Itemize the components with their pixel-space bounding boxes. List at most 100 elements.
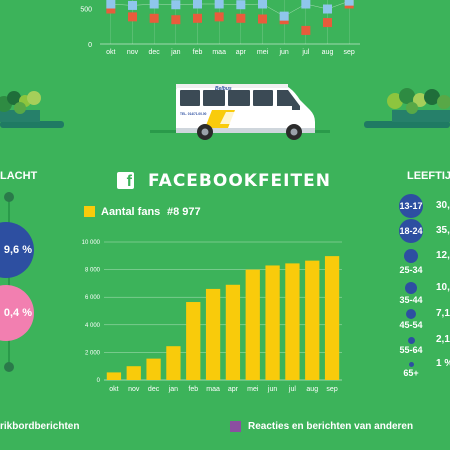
legend-swatch — [84, 206, 95, 217]
top-x-tick-label: jan — [170, 49, 180, 56]
y-tick-label: 8 000 — [85, 268, 101, 274]
legend-label: Aantal fans — [101, 206, 161, 218]
age-label: 18-24 — [399, 226, 423, 236]
x-tick-label: maa — [206, 386, 220, 393]
top-point-0-mei — [258, 14, 267, 24]
bar-dec — [146, 358, 161, 380]
x-tick-label: jan — [168, 386, 178, 393]
top-x-tick-label: jun — [278, 49, 288, 56]
age-label: 55-64 — [399, 345, 423, 355]
bar-mei — [245, 269, 260, 380]
top-point-1-nov — [128, 0, 137, 10]
bar-feb — [186, 302, 201, 380]
top-x-tick-label: mei — [257, 49, 269, 56]
left-circle-2-label: 0,4 % — [3, 307, 32, 319]
top-series-line — [110, 0, 350, 17]
scenery: Belbus TEL. 014/71.00.00 — [0, 84, 450, 140]
top-point-1-maa — [214, 0, 224, 9]
y-tick-label: 0 — [97, 378, 101, 384]
bar-okt — [106, 372, 122, 380]
age-value: 12, — [436, 250, 450, 261]
top-point-1-aug — [323, 4, 332, 14]
top-x-tick-label: dec — [149, 49, 161, 56]
top-point-0-jan — [171, 15, 181, 25]
legend-value: #8 977 — [167, 206, 201, 218]
left-circle-1-label: 9,6 % — [3, 244, 32, 256]
top-y-tick-0: 0 — [88, 42, 92, 49]
top-x-tick-label: apr — [236, 49, 247, 56]
bar-jun — [265, 265, 280, 380]
age-panel-title: LEEFTIJD — [407, 170, 450, 182]
age-dot-35-44 — [405, 282, 417, 294]
top-point-1-jul — [301, 0, 311, 9]
age-label: 25-34 — [399, 265, 423, 275]
bar-nov — [126, 366, 141, 380]
left-panel-title: LACHT — [0, 170, 38, 182]
x-tick-label: nov — [128, 386, 140, 393]
age-dot-55-64 — [407, 336, 415, 344]
top-x-tick-label: nov — [127, 49, 139, 56]
top-x-tick-label: feb — [193, 49, 203, 56]
age-value: 1 % — [436, 358, 450, 369]
top-x-tick-label: sep — [344, 49, 355, 56]
top-point-0-feb — [193, 13, 202, 23]
x-tick-label: aug — [306, 386, 318, 393]
top-point-0-maa — [214, 12, 224, 22]
tree-cluster-left — [0, 91, 64, 128]
footer-right-label: Reacties en berichten van anderen — [248, 421, 414, 432]
x-tick-label: sep — [326, 386, 337, 393]
age-value: 7,1 — [436, 308, 450, 319]
page-title: FACEBOOKFEITEN — [148, 171, 331, 191]
age-dot-65+ — [408, 361, 414, 367]
x-tick-label: okt — [109, 386, 118, 393]
y-tick-label: 2 000 — [85, 350, 101, 356]
top-x-tick-label: aug — [322, 49, 334, 56]
belbus-van: Belbus TEL. 014/71.00.00 — [176, 84, 315, 140]
x-tick-label: mei — [247, 386, 259, 393]
left-panel-dot-bottom — [4, 362, 14, 372]
top-point-0-okt — [106, 4, 116, 14]
age-label: 45-54 — [399, 320, 423, 330]
age-label: 65+ — [403, 368, 419, 378]
top-point-0-jul — [301, 25, 311, 35]
top-point-1-jan — [171, 0, 181, 10]
top-point-0-dec — [149, 13, 159, 23]
age-value: 30, — [436, 200, 450, 211]
top-point-1-jun — [279, 11, 289, 21]
facebook-icon: f — [117, 172, 134, 190]
top-point-1-sep — [344, 0, 354, 6]
age-value: 2,1 — [436, 334, 450, 345]
age-value: 35, — [436, 225, 450, 236]
bar-aug — [305, 260, 320, 380]
left-panel-line — [8, 192, 10, 367]
x-tick-label: apr — [228, 386, 239, 393]
footer-left-label: rikbordberichten — [0, 421, 80, 432]
top-point-0-aug — [323, 18, 332, 28]
van-brand: Belbus — [215, 86, 232, 92]
top-y-tick-500: 500 — [80, 6, 92, 13]
age-value: 10, — [436, 282, 450, 293]
x-tick-label: jun — [267, 386, 277, 393]
top-point-1-mei — [258, 0, 267, 9]
van-phone: TEL. 014/71.00.00 — [180, 112, 207, 116]
tree-cluster-right — [364, 88, 450, 128]
age-dot-13-17 — [399, 194, 423, 218]
bar-maa — [205, 288, 221, 380]
age-label: 13-17 — [399, 201, 423, 211]
top-point-0-apr — [236, 13, 246, 23]
bar-jul — [285, 263, 300, 380]
top-x-tick-label: jul — [301, 49, 309, 56]
age-dot-18-24 — [399, 219, 423, 243]
top-point-1-feb — [193, 0, 202, 9]
age-dot-25-34 — [404, 249, 418, 263]
top-chart: 500 0 okt nov dec jan feb maa apr mei jun jul aug sep — [80, 0, 360, 56]
bar-apr — [225, 284, 241, 380]
top-point-1-okt — [106, 0, 116, 9]
top-point-1-apr — [236, 0, 246, 10]
top-point-0-nov — [128, 12, 137, 22]
x-tick-label: jul — [288, 386, 296, 393]
top-point-1-dec — [149, 0, 159, 9]
top-x-tick-label: maa — [212, 49, 226, 56]
left-panel-dot-top — [4, 192, 14, 202]
top-x-tick-label: okt — [106, 49, 115, 56]
